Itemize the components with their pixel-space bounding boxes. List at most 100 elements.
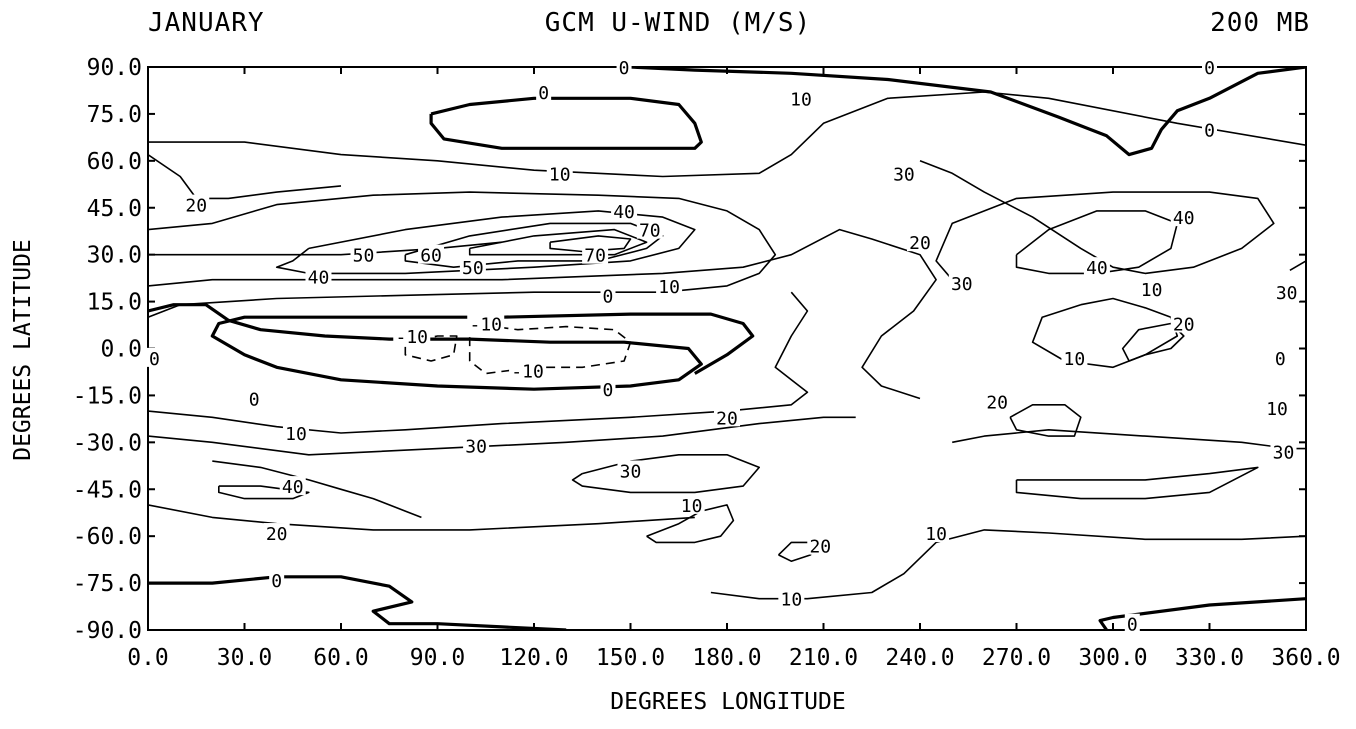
contour-label: 20 [909, 233, 931, 254]
contour-label-bg [1202, 57, 1217, 76]
contour-label-bg [263, 523, 290, 543]
axes-layer: 0.0 30.0 60.0 90.0 120.0 150.0 180.0 210.0 240.0… [73, 55, 1341, 671]
contour-label: 30 [951, 274, 973, 295]
y-tick-label: 75.0 [87, 102, 142, 128]
contour-label-bg [714, 407, 740, 427]
contour-line-20 [148, 153, 342, 200]
contour-label: 0 [249, 390, 260, 411]
contour-label: 20 [185, 196, 207, 217]
x-tick-label: 270.0 [982, 645, 1051, 671]
contour-label-bg [536, 82, 552, 102]
contour-line-neg10 [468, 322, 632, 375]
contour-line-40 [275, 210, 696, 275]
x-tick-label: 90.0 [410, 645, 465, 671]
contour-label-bg [678, 494, 705, 514]
contour-line-0 [148, 303, 755, 391]
contour-label: 70 [639, 221, 661, 242]
contour-line-20 [148, 416, 856, 456]
contour-line-20 [1009, 404, 1082, 437]
contour-label: 0 [1204, 121, 1215, 142]
contour-label: 10 [1266, 399, 1288, 420]
contour-line-0 [429, 96, 703, 150]
y-axis-label: DEGREES LATITUDE [10, 239, 36, 461]
contour-label: 0 [1204, 58, 1215, 79]
contour-label-bg [923, 523, 950, 543]
contour-label: -10 [396, 327, 429, 348]
contour-label-bg [600, 285, 616, 305]
contour-label: 0 [538, 83, 549, 104]
y-tick-label: -60.0 [73, 524, 142, 550]
contour-label-bg [984, 391, 1011, 411]
contour-label: 40 [282, 477, 304, 498]
contour-line-40 [1015, 466, 1259, 500]
contour-line-10 [148, 91, 1306, 178]
contour-label-bg [246, 388, 262, 408]
contour-line-30 [1289, 260, 1306, 271]
x-tick-label: 360.0 [1271, 645, 1340, 671]
contour-line-30 [919, 160, 1275, 281]
contour-label: 10 [681, 496, 703, 517]
contour-label-bg [948, 272, 975, 292]
contour-label-bg [636, 219, 663, 239]
contour-line-40 [218, 485, 310, 500]
x-tick-label: 180.0 [692, 645, 761, 671]
contour-line-10 [710, 529, 1306, 600]
contour-label-bg [1270, 441, 1297, 461]
contour-label-bg [393, 325, 431, 345]
y-tick-label: 0.0 [100, 337, 142, 363]
contour-label: 20 [716, 408, 738, 429]
y-tick-label: 30.0 [87, 243, 142, 269]
contour-label-bg [656, 275, 683, 295]
contour-label-bg [1170, 313, 1197, 333]
x-tick-label: 30.0 [217, 645, 272, 671]
contour-label-bg [467, 313, 505, 333]
month-label: JANUARY [148, 8, 265, 38]
contour-line-30 [148, 241, 502, 256]
contour-label: 10 [1064, 349, 1086, 370]
contour-line-70 [549, 235, 632, 253]
contour-label-bg [305, 266, 332, 286]
y-tick-label: 60.0 [87, 149, 142, 175]
x-tick-label: 240.0 [885, 645, 954, 671]
x-axis-label: DEGREES LONGITUDE [610, 689, 845, 715]
contour-label-bg [146, 347, 162, 367]
contour-line-0 [1098, 597, 1306, 630]
contour-label: 40 [308, 268, 330, 289]
contour-label-bg [1272, 347, 1288, 367]
contour-label: 10 [790, 89, 812, 110]
contour-label-bg [807, 535, 834, 555]
contour-line-30 [212, 460, 422, 519]
contour-layer [148, 67, 1306, 630]
contour-label: 10 [1141, 280, 1163, 301]
contour-label-bg [546, 163, 573, 183]
contour-label-bg [611, 200, 638, 220]
contour-label-bg [1124, 613, 1140, 633]
x-tick-label: 330.0 [1175, 645, 1244, 671]
y-tick-label: -45.0 [73, 477, 142, 503]
contour-line-30 [952, 429, 1306, 450]
contour-label: 30 [1276, 283, 1298, 304]
contour-label: 30 [1273, 443, 1295, 464]
contour-label-bg [459, 257, 486, 277]
contour-line-10 [646, 504, 735, 544]
chart-title: GCM U-WIND (M/S) [544, 8, 812, 38]
contour-line-20 [777, 541, 812, 562]
contour-label: 10 [285, 424, 307, 445]
contour-label: 50 [353, 246, 375, 267]
contour-label-bg [600, 379, 616, 399]
contour-label-bg [418, 244, 445, 264]
contour-label: 10 [549, 164, 571, 185]
contour-line-50 [404, 222, 664, 268]
contour-label-bg [582, 244, 609, 264]
contour-label: 20 [266, 524, 288, 545]
y-tick-label: 45.0 [87, 196, 142, 222]
pressure-level-label: 200 MB [1210, 8, 1310, 38]
contour-line-10 [148, 191, 777, 318]
contour-label: 0 [619, 58, 630, 79]
contour-label: -10 [511, 361, 544, 382]
x-tick-label: 210.0 [789, 645, 858, 671]
contour-label-bg [617, 460, 644, 480]
contour-label-bg [787, 88, 814, 108]
